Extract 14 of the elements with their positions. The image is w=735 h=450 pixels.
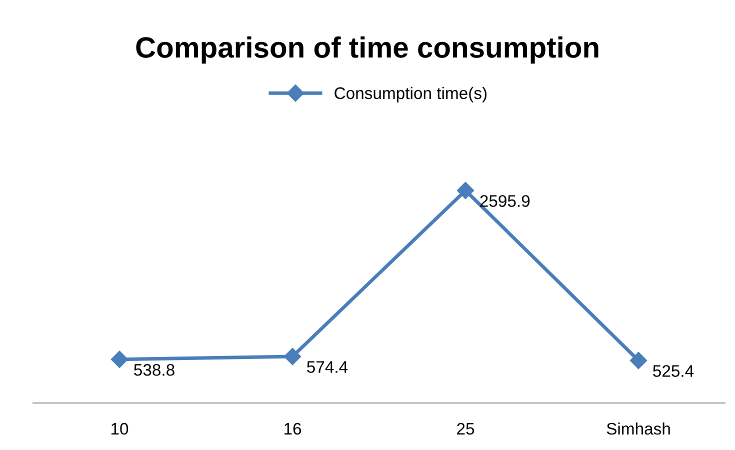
legend-label: Consumption time(s) bbox=[334, 86, 487, 102]
data-label: 538.8 bbox=[134, 364, 174, 376]
x-tick-label: 10 bbox=[112, 422, 128, 435]
point bbox=[284, 348, 302, 366]
x-tick-label: 25 bbox=[457, 422, 474, 435]
data-label: 2595.9 bbox=[480, 195, 530, 207]
point bbox=[456, 182, 474, 200]
data-label: 525.4 bbox=[653, 365, 694, 377]
point bbox=[630, 352, 648, 370]
data-label: 574.4 bbox=[307, 361, 348, 373]
chart-title: Comparison of time consumption bbox=[136, 36, 598, 64]
x-tick-label: 16 bbox=[284, 422, 302, 435]
point bbox=[110, 350, 128, 368]
x-tick-label: Simhash bbox=[606, 422, 670, 435]
